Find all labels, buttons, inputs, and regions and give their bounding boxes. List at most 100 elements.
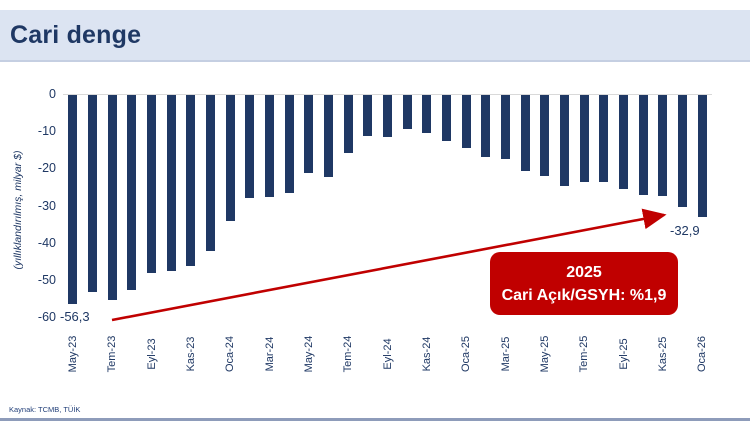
x-tick-slot: Mar-24 [260,328,280,392]
x-tick-slot [161,328,181,392]
bar-May-24 [304,95,314,173]
bar-slot [633,95,653,319]
x-tick-slot: May-25 [535,328,555,392]
bar-Şub-24 [245,95,255,198]
bar-slot [83,95,103,319]
bar-May-23 [68,95,78,304]
x-tick-slot [594,328,614,392]
bar-slot [614,95,634,319]
x-tick-label: Mar-25 [499,336,512,372]
bar-Mar-24 [265,95,275,197]
x-axis-labels: May-23 Tem-23 Eyl-23 Kas-23 Oca-24 Mar-24 May-… [63,328,712,392]
bar-Oca-26 [697,95,707,217]
x-tick-label: Eyl-24 [381,338,394,370]
bar-slot [299,95,319,319]
bar-slot [515,95,535,319]
bar-slot [338,95,358,319]
x-tick-slot: Kas-25 [653,328,673,392]
y-tick-label: -50 [37,273,56,287]
callout-box: 2025 Cari Açık/GSYH: %1,9 [490,252,678,315]
x-tick-slot: Eyl-23 [142,328,162,392]
bar-Oca-25 [461,95,471,148]
x-tick-slot [673,328,693,392]
first-bar-value-label: -56,3 [60,309,90,324]
bar-Ara-24 [442,95,452,141]
y-tick-label: -30 [37,199,56,213]
bar-slot [378,95,398,319]
x-tick-slot [476,328,496,392]
bar-Ara-25 [678,95,688,207]
x-tick-slot [279,328,299,392]
slide-header: Cari denge [0,10,750,62]
x-tick-slot [358,328,378,392]
x-tick-slot [515,328,535,392]
bar-slot [574,95,594,319]
bar-Nis-25 [520,95,530,171]
bar-Nis-24 [284,95,294,193]
bar-slot [142,95,162,319]
x-tick-slot: Oca-25 [456,328,476,392]
callout-year: 2025 [566,264,602,282]
last-bar-value-label: -32,9 [670,223,700,238]
x-tick-slot: Oca-26 [693,328,713,392]
bar-slot [358,95,378,319]
bar-Eki-24 [402,95,412,129]
bar-slot [496,95,516,319]
bar-Tem-25 [579,95,589,182]
bar-Eyl-24 [383,95,393,137]
bar-Kas-25 [658,95,668,196]
x-tick-label: Kas-25 [656,336,669,372]
x-tick-slot: Eyl-25 [614,328,634,392]
bar-Haz-24 [324,95,334,177]
bar-Haz-25 [560,95,570,186]
bar-slot [397,95,417,319]
bar-slot [594,95,614,319]
x-tick-slot [633,328,653,392]
bar-slot [535,95,555,319]
x-tick-slot: Mar-25 [496,328,516,392]
y-tick-label: -20 [37,161,56,175]
bar-Kas-24 [422,95,432,133]
bar-Haz-23 [88,95,97,292]
y-tick-label: -40 [37,236,56,250]
bar-slot [673,95,693,319]
x-tick-label: Oca-25 [460,335,473,373]
bar-May-25 [540,95,550,176]
bar-Tem-24 [343,95,353,153]
x-tick-label: Oca-24 [224,335,237,373]
source-note: Kaynak: TCMB, TÜİK [9,405,81,414]
bar-Oca-24 [225,95,235,221]
bar-slot [201,95,221,319]
bar-slot [437,95,457,319]
bar-Ağu-24 [363,95,373,136]
y-tick-label: -10 [37,124,56,138]
x-tick-label: Tem-23 [106,335,119,373]
bar-Şub-25 [481,95,491,157]
bar-series [63,95,712,319]
x-tick-slot [83,328,103,392]
x-tick-label: Kas-23 [184,336,197,372]
bar-Ağu-23 [127,95,137,290]
x-tick-slot: Kas-24 [417,328,437,392]
bar-slot [161,95,181,319]
bar-slot [122,95,142,319]
x-tick-slot [397,328,417,392]
bar-slot [220,95,240,319]
x-tick-label: May-25 [538,335,551,373]
bar-Ağu-25 [599,95,609,182]
x-tick-slot [240,328,260,392]
bar-slot [456,95,476,319]
bar-Eki-23 [166,95,176,271]
x-tick-slot: Tem-25 [574,328,594,392]
x-tick-slot [122,328,142,392]
bar-slot [555,95,575,319]
x-tick-slot: May-24 [299,328,319,392]
x-tick-label: Eyl-23 [145,338,158,370]
x-tick-label: Oca-26 [696,335,709,373]
y-tick-label: 0 [49,87,56,101]
bar-Mar-25 [501,95,511,159]
page-title: Cari denge [10,21,142,49]
bar-Eyl-23 [147,95,157,273]
bottom-divider [0,418,750,421]
